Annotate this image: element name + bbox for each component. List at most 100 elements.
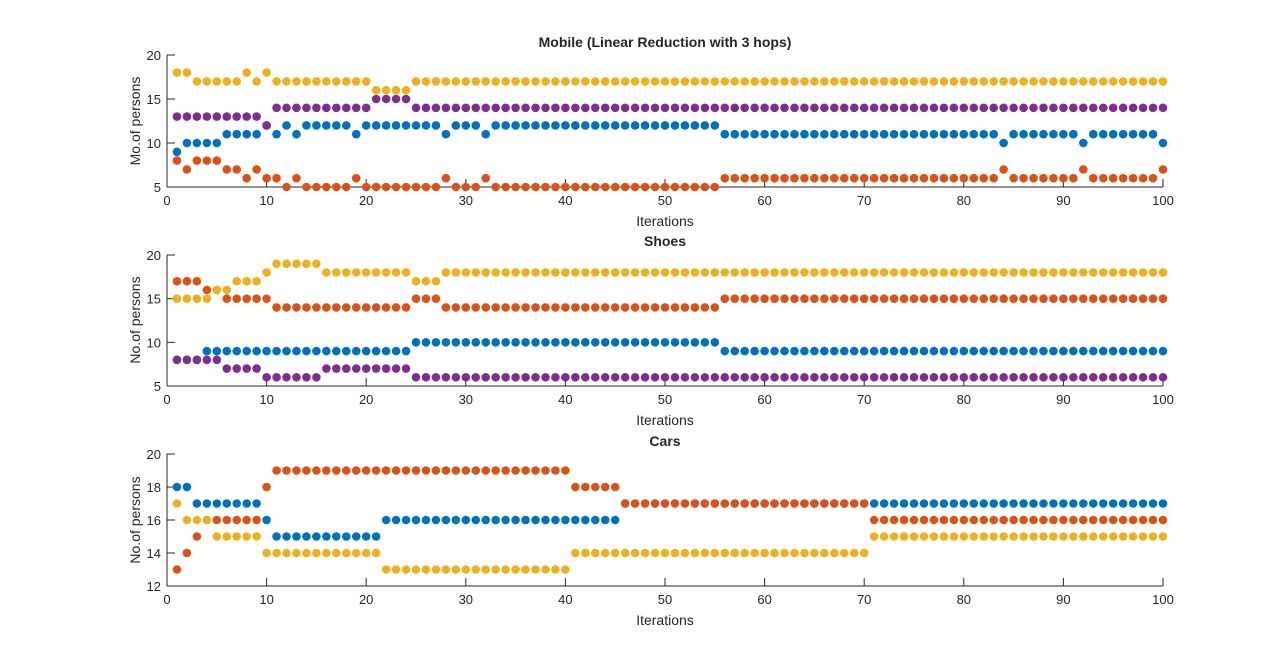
data-point	[859, 268, 869, 277]
data-point	[1108, 77, 1118, 86]
data-point	[1128, 77, 1138, 86]
data-point	[212, 346, 222, 356]
data-point	[989, 346, 998, 356]
data-point	[581, 548, 590, 558]
data-point	[302, 372, 311, 382]
data-point	[1098, 294, 1108, 303]
data-point	[869, 268, 879, 277]
data-point	[889, 372, 899, 382]
data-point	[760, 499, 769, 508]
data-point	[929, 532, 939, 541]
series-2	[172, 276, 1168, 312]
data-point	[501, 77, 510, 86]
data-point	[222, 77, 232, 86]
data-point	[680, 103, 690, 113]
series-3	[172, 259, 1168, 303]
data-point	[849, 77, 859, 86]
data-point	[849, 173, 859, 183]
data-point	[252, 276, 261, 286]
data-point	[1108, 499, 1118, 508]
data-point	[660, 182, 670, 192]
data-point	[501, 515, 510, 525]
data-point	[521, 103, 530, 113]
data-point	[610, 268, 620, 277]
data-point	[1148, 77, 1158, 86]
data-point	[441, 173, 451, 183]
data-point	[1088, 173, 1098, 183]
data-point	[471, 565, 481, 574]
data-point	[1069, 372, 1078, 382]
data-point	[202, 285, 212, 295]
data-point	[292, 532, 301, 541]
data-point	[989, 294, 998, 303]
data-point	[511, 338, 520, 347]
data-point	[551, 515, 560, 525]
data-point	[322, 346, 331, 356]
data-point	[531, 182, 540, 192]
data-point	[461, 338, 471, 347]
data-point	[620, 182, 630, 192]
data-point	[391, 182, 401, 192]
data-point	[869, 346, 879, 356]
data-point	[212, 499, 222, 508]
data-point	[839, 346, 849, 356]
data-point	[332, 532, 341, 541]
data-point	[969, 515, 979, 525]
data-point	[391, 466, 401, 475]
data-point	[879, 515, 889, 525]
data-point	[511, 121, 520, 130]
data-point	[919, 268, 929, 277]
data-point	[441, 565, 451, 574]
data-point	[521, 565, 530, 574]
data-point	[361, 77, 371, 86]
data-point	[182, 482, 192, 492]
data-point	[839, 372, 849, 382]
data-point	[1158, 138, 1168, 148]
data-point	[989, 372, 998, 382]
data-point	[381, 565, 391, 574]
data-point	[929, 372, 939, 382]
data-point	[431, 121, 441, 130]
data-point	[869, 173, 879, 183]
data-points	[172, 259, 1168, 382]
data-point	[800, 372, 809, 382]
data-point	[501, 565, 510, 574]
data-point	[471, 103, 481, 113]
data-point	[1029, 268, 1038, 277]
data-point	[1029, 173, 1038, 183]
data-point	[810, 173, 819, 183]
data-point	[332, 77, 341, 86]
data-point	[1079, 77, 1088, 86]
data-point	[461, 303, 471, 312]
data-point	[630, 338, 640, 347]
data-point	[820, 294, 829, 303]
data-point	[192, 499, 202, 508]
data-point	[451, 303, 461, 312]
data-point	[680, 499, 690, 508]
data-point	[899, 515, 909, 525]
data-point	[581, 103, 590, 113]
data-point	[361, 532, 371, 541]
data-point	[1148, 294, 1158, 303]
data-point	[1059, 499, 1068, 508]
data-point	[979, 129, 989, 139]
data-point	[909, 268, 919, 277]
data-point	[222, 285, 232, 295]
data-point	[262, 268, 271, 277]
data-point	[541, 121, 550, 130]
data-point	[859, 548, 869, 558]
data-point	[1118, 515, 1128, 525]
data-point	[720, 499, 730, 508]
data-point	[272, 466, 281, 475]
data-point	[232, 276, 242, 286]
data-point	[411, 565, 421, 574]
data-point	[312, 346, 321, 356]
data-point	[312, 372, 321, 382]
data-point	[551, 77, 560, 86]
data-point	[361, 103, 371, 113]
data-point	[182, 165, 192, 174]
data-point	[979, 499, 989, 508]
data-point	[451, 182, 461, 192]
data-point	[272, 303, 281, 312]
